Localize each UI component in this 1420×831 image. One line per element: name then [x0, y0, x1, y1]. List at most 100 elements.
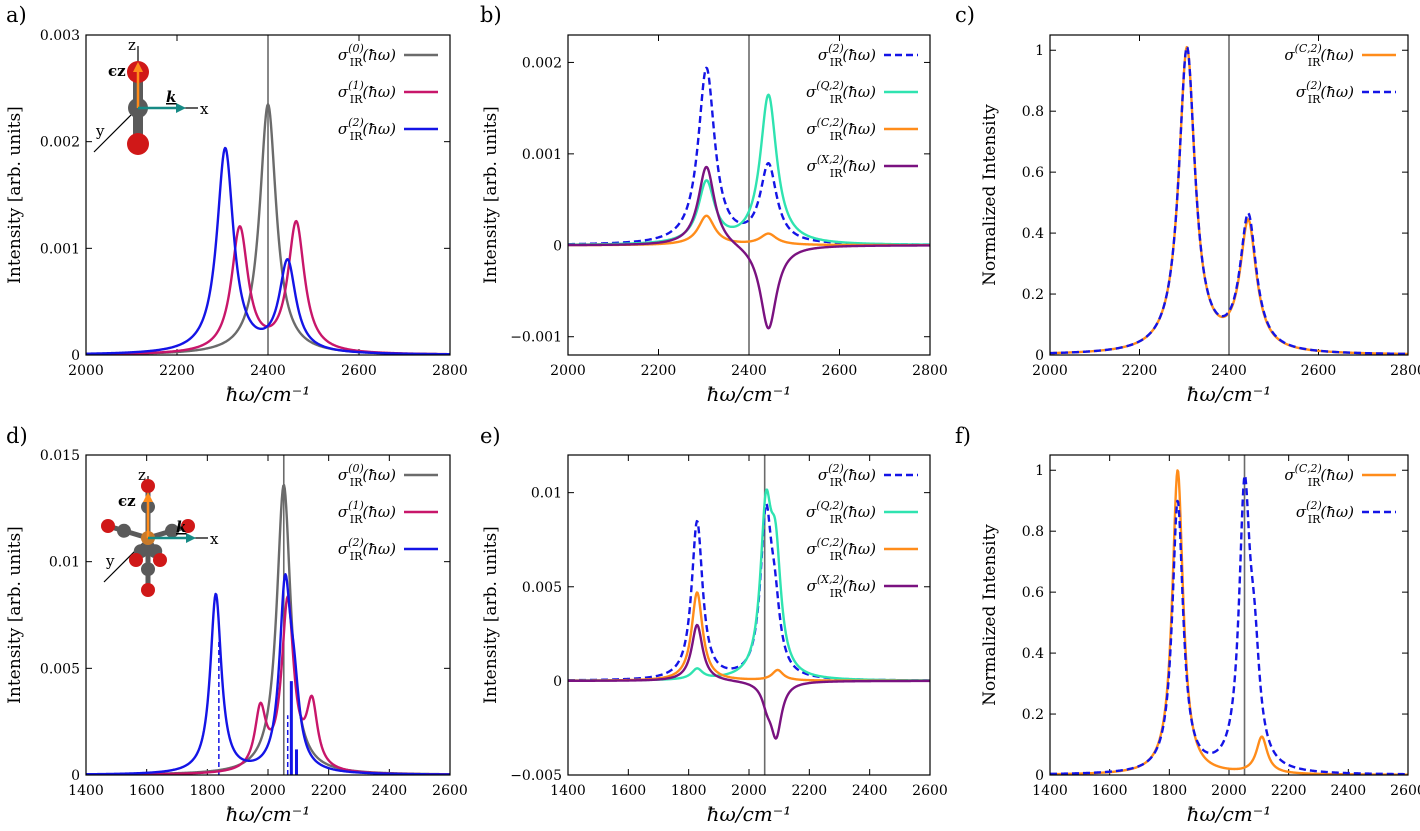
- x-tick-label: 1400: [550, 783, 586, 799]
- series-line-3: [568, 623, 930, 740]
- legend-entry: σ(2) IR(ħω): [338, 536, 396, 563]
- series-line-2: [86, 146, 450, 355]
- x-tick-label: 2600: [912, 783, 948, 799]
- y-tick-label: 1: [1035, 463, 1044, 479]
- x-tick-label: 2400: [372, 783, 408, 799]
- panel-e: e) Intensity [arb. units] ħω/cm⁻¹ 1400 1600 1…: [480, 424, 948, 826]
- series-line-1: [1050, 45, 1408, 355]
- x-axis-label: ħω/cm⁻¹: [226, 802, 311, 826]
- x-tick-label: 1800: [1152, 783, 1188, 799]
- series-line-2: [568, 591, 930, 682]
- legend-entry: σ(X,2) IR(ħω): [807, 153, 877, 180]
- y-axis-label: Normalized Intensity: [980, 104, 1000, 286]
- y-axis-label: Intensity [arb. units]: [481, 526, 501, 704]
- y-tick-label: 0.001: [522, 147, 562, 163]
- panel-label: a): [6, 3, 27, 27]
- y-axis-label: Intensity [arb. units]: [481, 106, 501, 284]
- legend-entry: σ(0) IR(ħω): [338, 462, 396, 489]
- x-tick-label: 1400: [68, 783, 104, 799]
- x-tick-label: 2200: [159, 363, 195, 379]
- panel-label: b): [480, 3, 502, 27]
- legend-entry: σ(X,2) IR(ħω): [807, 573, 877, 600]
- y-tick-label: 0.2: [1022, 707, 1044, 723]
- y-tick-label: 0: [553, 674, 562, 690]
- carbon-atom: [165, 523, 179, 538]
- x-tick-label: 2000: [731, 783, 767, 799]
- axis-x-label: x: [200, 100, 209, 118]
- x-tick-label: 2000: [68, 363, 104, 379]
- legend-entry: σ(2) IR(ħω): [1296, 79, 1354, 106]
- y-tick-label: 0.8: [1022, 104, 1044, 120]
- plot-frame: [85, 34, 451, 356]
- y-axis-label: Intensity [arb. units]: [5, 106, 25, 284]
- y-tick-label: −0.001: [510, 330, 562, 346]
- axis-z-label: z: [138, 466, 146, 484]
- plot-area: [1050, 35, 1408, 355]
- y-tick-label: 0.01: [531, 486, 562, 502]
- x-tick-label: 2200: [1271, 783, 1307, 799]
- legend-entry: σ(2) IR(ħω): [338, 116, 396, 143]
- plot-frame: [1049, 34, 1409, 356]
- epsilon-arrow-head: [133, 62, 143, 72]
- oxygen-atom: [153, 553, 167, 567]
- y-tick-label: 0.015: [40, 448, 80, 464]
- x-tick-label: 1400: [1032, 783, 1068, 799]
- plot-frame: [567, 454, 931, 776]
- legend-entry: σ(2) IR(ħω): [1296, 499, 1354, 526]
- y-tick-label: 0: [1035, 348, 1044, 364]
- plot-area: [86, 35, 450, 355]
- y-tick-label: 0.003: [40, 28, 80, 44]
- k-arrow-head: [176, 103, 186, 113]
- oxygen-atom: [181, 519, 195, 533]
- y-tick-label: 0.005: [40, 661, 80, 677]
- legend-entry: σ(2) IR(ħω): [818, 42, 876, 69]
- legend-entry: σ(C,2) IR(ħω): [1284, 42, 1354, 69]
- x-tick-label: 2400: [1331, 783, 1367, 799]
- y-tick-label: 0.005: [522, 580, 562, 596]
- x-tick-label: 2800: [432, 363, 468, 379]
- plot-frame: [567, 34, 931, 356]
- x-tick-label: 2000: [1211, 783, 1247, 799]
- x-tick-label: 2400: [1211, 363, 1247, 379]
- x-tick-label: 1600: [1092, 783, 1128, 799]
- y-tick-label: 0.4: [1022, 646, 1044, 662]
- carbon-atom: [141, 562, 155, 577]
- plot-frame: [1049, 454, 1409, 776]
- y-tick-label: 0: [71, 768, 80, 784]
- x-tick-label: 2600: [341, 363, 377, 379]
- panel-b: b) Intensity [arb. units] ħω/cm⁻¹ 2000 2200 2…: [480, 3, 948, 406]
- series-line-2: [86, 573, 450, 775]
- series-line-3: [568, 165, 930, 330]
- molecule-inset: z x y ϵz k: [101, 466, 219, 597]
- x-tick-label: 2800: [1390, 363, 1420, 379]
- oxygen-atom: [101, 519, 115, 533]
- y-tick-label: 0: [553, 238, 562, 254]
- y-tick-label: 0.6: [1022, 585, 1044, 601]
- plot-area: [1050, 455, 1408, 775]
- y-tick-label: 0: [71, 348, 80, 364]
- x-tick-label: 2200: [311, 783, 347, 799]
- y-axis-label: Normalized Intensity: [980, 524, 1000, 706]
- x-tick-label: 2000: [1032, 363, 1068, 379]
- axis-y-label: y: [95, 122, 105, 140]
- x-tick-label: 2000: [250, 783, 286, 799]
- legend-entry: σ(1) IR(ħω): [338, 499, 396, 526]
- x-tick-label: 2800: [912, 363, 948, 379]
- panel-d: d) Intensity [arb. units] ħω/cm⁻¹ 1400 1600 1…: [5, 424, 468, 826]
- x-axis-label: ħω/cm⁻¹: [707, 382, 792, 406]
- y-tick-label: 0.002: [40, 135, 80, 151]
- x-tick-label: 2200: [641, 363, 677, 379]
- legend-entry: σ(Q,2) IR(ħω): [806, 499, 876, 526]
- x-axis-label: ħω/cm⁻¹: [1187, 802, 1272, 826]
- legend-entry: σ(0) IR(ħω): [338, 42, 396, 69]
- x-axis-label: ħω/cm⁻¹: [707, 802, 792, 826]
- molecule-inset: z x y ϵz k: [93, 36, 209, 155]
- oxygen-atom: [141, 479, 155, 493]
- panel-label: c): [955, 3, 975, 27]
- y-axis-label: Intensity [arb. units]: [5, 526, 25, 704]
- panel-label: d): [6, 424, 28, 448]
- panel-f: f) Normalized Intensity ħω/cm⁻¹ 1400 1600 180…: [955, 424, 1420, 826]
- x-tick-label: 1800: [671, 783, 707, 799]
- y-tick-label: 0.002: [522, 55, 562, 71]
